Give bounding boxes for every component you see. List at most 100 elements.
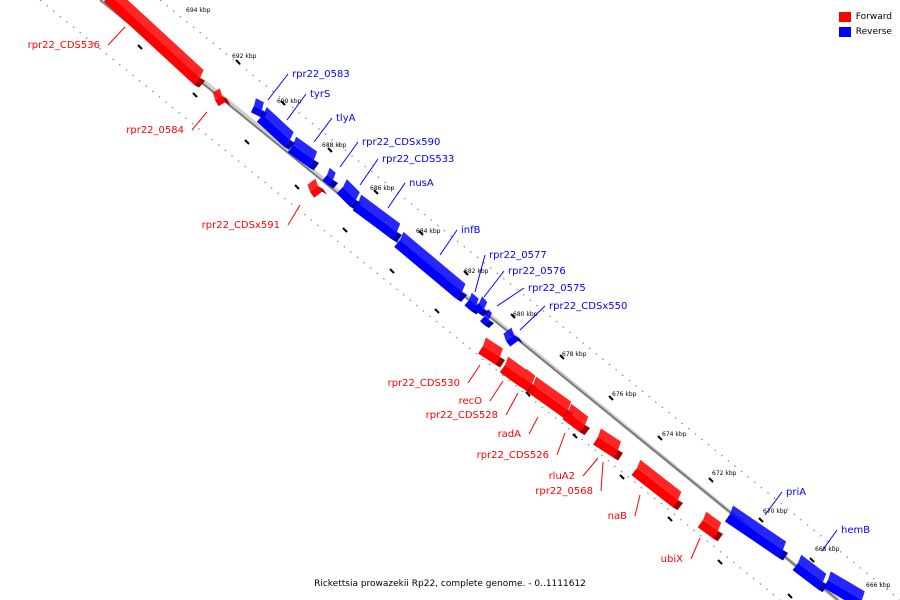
hemb-feature[interactable] xyxy=(792,563,823,590)
tick-label: 688 kbp xyxy=(322,142,347,149)
tick-mark xyxy=(717,559,723,565)
rpr22-cdsx590-leader-line xyxy=(339,141,359,168)
tick-label: 682 kbp xyxy=(464,268,489,275)
rpr22-cdsx550-feature[interactable] xyxy=(506,335,519,347)
rpr22-cds526-leader-line xyxy=(556,432,566,456)
tick-mark xyxy=(667,516,673,522)
nusa-feature[interactable] xyxy=(352,203,397,240)
gene-label-hemb[interactable]: hemB xyxy=(841,525,870,536)
gene-label-pria[interactable]: priA xyxy=(786,487,806,498)
gene-label-rpr22-cds533[interactable]: rpr22_CDS533 xyxy=(382,154,454,165)
gene-label-rpr22-cds530[interactable]: rpr22_CDS530 xyxy=(388,378,460,389)
gene-label-rpr22-0583[interactable]: rpr22_0583 xyxy=(292,69,350,80)
rpr22-cds530-feature[interactable] xyxy=(478,346,500,365)
rpr22-cdsx590-feature-top xyxy=(327,167,336,180)
tick-label: 666 kbp xyxy=(866,582,891,589)
tick-mark xyxy=(809,557,815,563)
nab-feature-side xyxy=(672,500,683,511)
rpr22-cds533-feature[interactable] xyxy=(336,187,356,207)
tick-mark xyxy=(342,227,348,233)
gene-label-infb[interactable]: infB xyxy=(461,225,481,236)
rpr22-cds526-feature[interactable] xyxy=(562,412,585,433)
rpr22-cdsx591-feature[interactable] xyxy=(310,186,323,198)
tick-mark xyxy=(327,147,333,153)
nab-feature[interactable] xyxy=(631,468,678,508)
lower-scale-line xyxy=(39,0,781,600)
rpr22-0577-feature[interactable] xyxy=(464,300,476,312)
rpr22-0577-feature-top xyxy=(469,292,479,306)
gene-label-rpr22-0576[interactable]: rpr22_0576 xyxy=(508,266,566,277)
tick-mark xyxy=(510,313,516,319)
rpr22-cds528-feature-top xyxy=(523,368,536,384)
ubix-feature-top xyxy=(703,511,722,531)
gene-label-rpr22-cdsx591[interactable]: rpr22_CDSx591 xyxy=(202,220,280,231)
gene-label-tyrs[interactable]: tyrS xyxy=(310,89,330,100)
gene-label-nusa[interactable]: nusA xyxy=(409,178,434,189)
infb-feature[interactable] xyxy=(394,240,462,299)
tick-label: 686 kbp xyxy=(370,185,395,192)
tick-mark xyxy=(373,189,379,195)
rpr22-0575-feature-side xyxy=(484,320,494,328)
tyrs-feature[interactable] xyxy=(256,115,290,147)
legend-label-reverse: Reverse xyxy=(855,26,892,37)
rpr22-cdsx550-leader-line xyxy=(519,305,546,331)
gene-label-rpr22-0584[interactable]: rpr22_0584 xyxy=(126,125,184,136)
gene-label-ubix[interactable]: ubiX xyxy=(661,554,683,565)
gene-label-rpr22-0577[interactable]: rpr22_0577 xyxy=(489,250,547,261)
gene-label-rpr22-cds526[interactable]: rpr22_CDS526 xyxy=(477,450,549,461)
ubix-feature-side xyxy=(712,531,723,542)
rpr22-0584-feature[interactable] xyxy=(215,96,226,107)
rpr22-0568-leader-line xyxy=(600,461,604,492)
legend: Forward Reverse xyxy=(838,9,892,39)
gene-label-rpr22-cdsx550[interactable]: rpr22_CDSx550 xyxy=(549,301,627,312)
gene-label-rpr22-cds536[interactable]: rpr22_CDS536 xyxy=(28,40,100,51)
rlua2-feature[interactable] xyxy=(593,437,618,458)
rpr22-0575-feature[interactable] xyxy=(480,316,489,325)
rpr22-cds533-feature-side xyxy=(349,200,361,210)
reco-feature[interactable] xyxy=(499,365,523,386)
tick-label: 692 kbp xyxy=(232,53,257,60)
tick-mark xyxy=(418,230,424,236)
gene-label-rpr22-cdsx590[interactable]: rpr22_CDSx590 xyxy=(362,137,440,148)
gene-label-reco[interactable]: recO xyxy=(459,396,483,407)
gene-label-rada[interactable]: radA xyxy=(498,429,522,440)
tick-mark xyxy=(657,435,663,441)
tlya-leader-line xyxy=(313,117,333,143)
tick-mark xyxy=(294,184,300,190)
gene-label-rpr22-cds528[interactable]: rpr22_CDS528 xyxy=(426,410,498,421)
gene-label-rlua2[interactable]: rluA2 xyxy=(549,471,575,482)
tick-label: 668 kbp xyxy=(815,546,840,553)
tick-mark xyxy=(137,44,143,50)
offscreen-gene-feature[interactable] xyxy=(823,580,862,600)
rpr22-cdsx550-feature-top xyxy=(503,327,514,341)
tlya-feature[interactable] xyxy=(287,145,314,168)
rpr22-cds536-feature[interactable] xyxy=(103,0,200,85)
rpr22-cdsx590-feature[interactable] xyxy=(322,175,333,186)
rada-feature[interactable] xyxy=(527,385,568,418)
rpr22-cds526-feature-side xyxy=(579,425,590,436)
rpr22-cds528-feature[interactable] xyxy=(517,377,532,392)
upper-scale-line xyxy=(159,0,900,600)
rpr22-cds526-feature-top xyxy=(568,403,589,425)
rlua2-leader-line xyxy=(582,457,599,477)
rpr22-0576-feature[interactable] xyxy=(473,303,484,314)
tlya-feature-top xyxy=(293,136,318,160)
rpr22-0577-leader-line xyxy=(474,254,486,293)
tick-mark xyxy=(235,59,241,65)
reco-feature-top xyxy=(505,356,527,378)
tick-mark xyxy=(758,517,764,523)
gene-label-tlya[interactable]: tlyA xyxy=(336,113,356,124)
gene-label-rpr22-0575[interactable]: rpr22_0575 xyxy=(528,283,586,294)
ubix-feature[interactable] xyxy=(697,520,718,539)
nab-leader-line xyxy=(634,494,641,517)
rpr22-0583-feature[interactable] xyxy=(250,106,262,117)
gene-label-nab[interactable]: naB xyxy=(608,511,627,522)
tick-mark xyxy=(572,433,578,439)
rpr22-cds536-leader-line xyxy=(107,26,126,46)
tick-label: 672 kbp xyxy=(712,470,737,477)
tick-mark xyxy=(463,270,469,276)
gene-label-rpr22-0568[interactable]: rpr22_0568 xyxy=(535,486,593,497)
pria-feature[interactable] xyxy=(724,514,783,558)
tick-mark xyxy=(525,391,531,397)
